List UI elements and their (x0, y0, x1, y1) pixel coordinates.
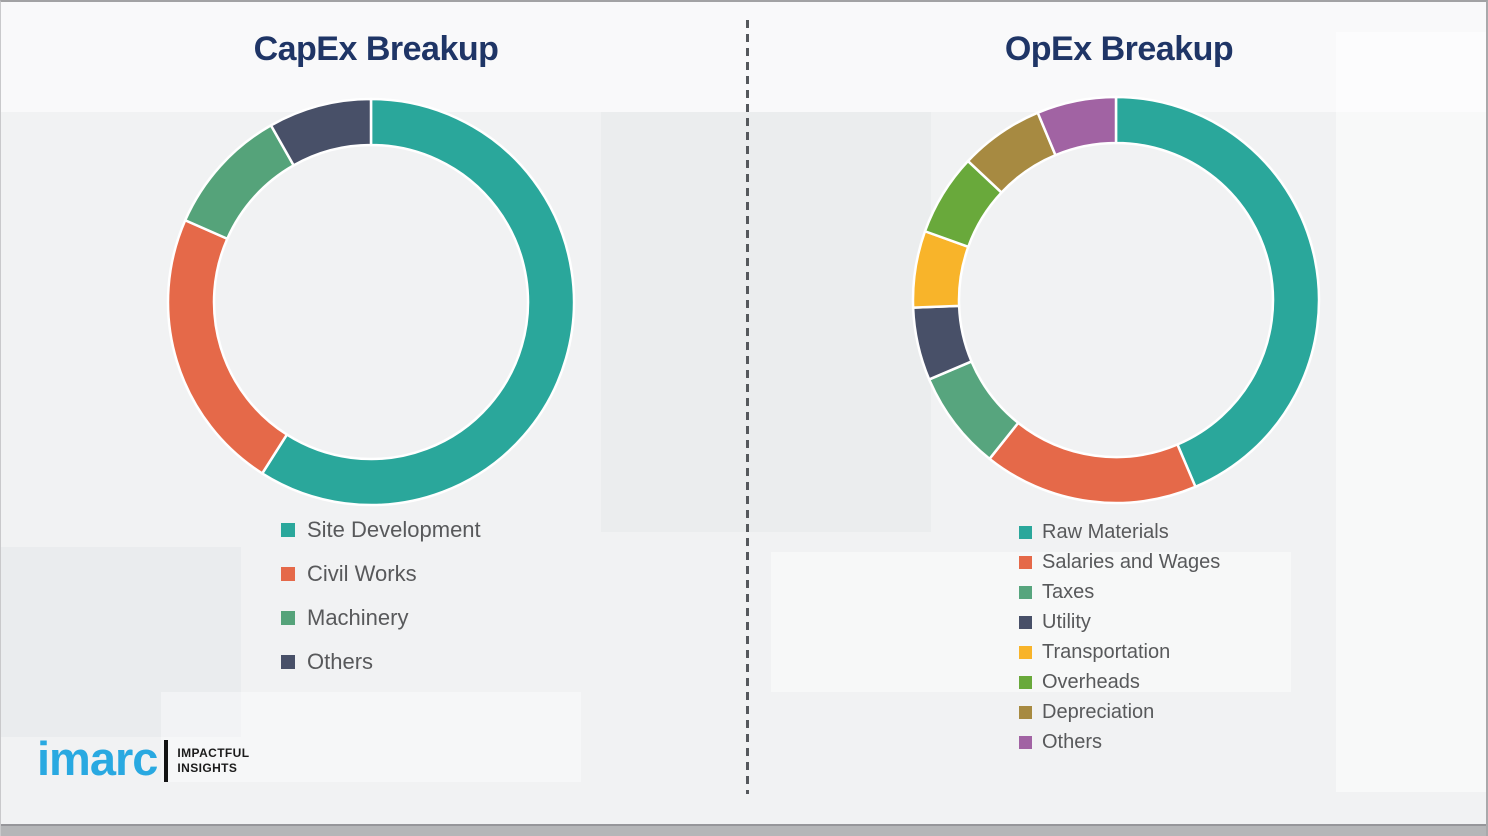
legend-item-transportation: Transportation (1019, 637, 1220, 667)
legend-label-overheads: Overheads (1042, 670, 1140, 693)
legend-item-salaries-and-wages: Salaries and Wages (1019, 547, 1220, 577)
legend-item-overheads: Overheads (1019, 667, 1220, 697)
legend-swatch-transportation (1019, 645, 1032, 659)
donut-segment-others (1036, 95, 1118, 157)
legend-label-utility: Utility (1042, 610, 1091, 633)
imarc-logo: imarc IMPACTFUL INSIGHTS (37, 735, 249, 782)
background-texture (1, 547, 241, 737)
donut-segment-civil-works (166, 218, 289, 475)
dashed-divider (746, 20, 749, 794)
tagline-line-2: INSIGHTS (177, 760, 238, 775)
legend-item-others: Others (1019, 727, 1220, 757)
opex-donut-chart (911, 95, 1321, 505)
logo-divider-bar (164, 739, 169, 782)
background-texture (601, 112, 931, 532)
legend-label-machinery: Machinery (307, 605, 409, 630)
legend-label-site-development: Site Development (307, 517, 481, 542)
legend-label-raw-materials: Raw Materials (1042, 520, 1169, 543)
legend-swatch-utility (1019, 615, 1032, 629)
legend-swatch-depreciation (1019, 705, 1032, 719)
legend-label-taxes: Taxes (1042, 580, 1095, 603)
imarc-logo-text: imarc (37, 732, 158, 785)
legend-label-salaries-and-wages: Salaries and Wages (1042, 550, 1221, 573)
donut-segment-raw-materials (1114, 95, 1321, 489)
legend-item-others: Others (281, 640, 481, 684)
donut-segment-site-development (260, 97, 576, 507)
legend-label-transportation: Transportation (1042, 640, 1171, 663)
legend-swatch-site-development (281, 523, 295, 537)
donut-segment-salaries-and-wages (988, 421, 1197, 505)
capex-chart-title: CapEx Breakup (253, 30, 499, 68)
legend-swatch-overheads (1019, 675, 1032, 689)
legend-item-machinery: Machinery (281, 596, 481, 640)
capex-legend: Site Development Civil Works Machinery Othe… (281, 508, 481, 684)
capex-donut-chart (166, 97, 576, 507)
donut-segment-machinery (183, 124, 295, 240)
bottom-bar (1, 824, 1486, 836)
legend-item-depreciation: Depreciation (1019, 697, 1220, 727)
legend-item-civil-works: Civil Works (281, 552, 481, 596)
legend-swatch-taxes (1019, 585, 1032, 599)
legend-item-utility: Utility (1019, 607, 1220, 637)
legend-swatch-others (1019, 735, 1032, 749)
legend-swatch-machinery (281, 611, 295, 625)
legend-item-raw-materials: Raw Materials (1019, 517, 1220, 547)
donut-segment-others (269, 97, 373, 167)
legend-swatch-civil-works (281, 567, 295, 581)
legend-label-depreciation: Depreciation (1042, 700, 1155, 723)
legend-swatch-others (281, 655, 295, 669)
tagline-line-1: IMPACTFUL (177, 745, 250, 760)
legend-item-taxes: Taxes (1019, 577, 1220, 607)
legend-swatch-salaries-and-wages (1019, 555, 1032, 569)
opex-legend: Raw Materials Salaries and Wages Taxes Util… (1019, 517, 1220, 757)
logo-tagline: IMPACTFUL INSIGHTS (177, 746, 249, 776)
legend-swatch-raw-materials (1019, 525, 1032, 539)
legend-label-civil-works: Civil Works (307, 561, 417, 586)
legend-label-others: Others (1042, 730, 1103, 753)
opex-chart-title: OpEx Breakup (1004, 30, 1234, 68)
legend-label-others: Others (307, 649, 374, 674)
background-texture (1336, 32, 1486, 792)
legend-item-site-development: Site Development (281, 508, 481, 552)
